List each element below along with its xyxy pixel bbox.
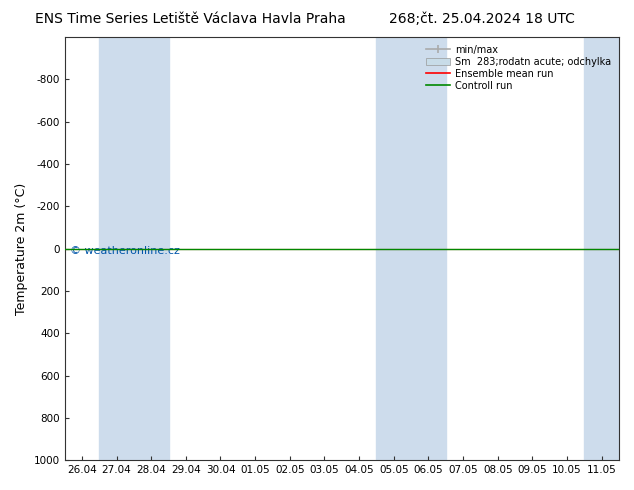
Bar: [585, 37, 619, 460]
Legend: min/max, Sm  283;rodatn acute; odchylka, Ensemble mean run, Controll run: min/max, Sm 283;rodatn acute; odchylka, …: [423, 42, 614, 94]
Text: 268;čt. 25.04.2024 18 UTC: 268;čt. 25.04.2024 18 UTC: [389, 12, 575, 26]
Text: © weatheronline.cz: © weatheronline.cz: [70, 246, 180, 256]
Bar: [134, 37, 169, 460]
Bar: [99, 37, 134, 460]
Bar: [411, 37, 446, 460]
Y-axis label: Temperature 2m (°C): Temperature 2m (°C): [15, 182, 28, 315]
Text: ENS Time Series Letiště Václava Havla Praha: ENS Time Series Letiště Václava Havla Pr…: [35, 12, 346, 26]
Bar: [377, 37, 411, 460]
